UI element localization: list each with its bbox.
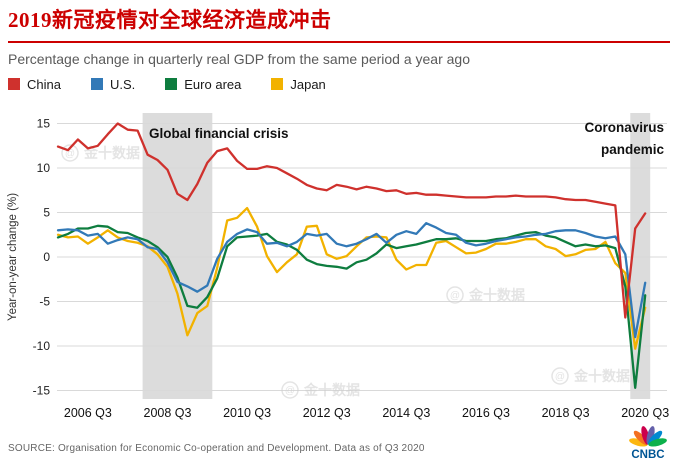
watermark-text: 金十数据	[303, 382, 360, 398]
x-tick-label: 2018 Q3	[542, 406, 590, 420]
page-title: 2019新冠疫情对全球经济造成冲击	[8, 8, 332, 32]
x-tick-label: 2020 Q3	[621, 406, 669, 420]
jin10-watermark: @ 金十数据	[551, 367, 630, 385]
series-line-china	[56, 122, 647, 319]
y-tick-label: 5	[43, 206, 50, 220]
legend-swatch	[8, 78, 20, 90]
x-tick-label: 2008 Q3	[144, 406, 192, 420]
gdp-line-chart: 15 10 5 0 -5 -10 -15 2006 Q3 2008 Q3 2010 Q3 2012 …	[7, 113, 669, 420]
cnbc-logo: CNBC	[624, 418, 672, 460]
y-tick-label: 0	[43, 250, 50, 264]
x-tick-label: 2016 Q3	[462, 406, 510, 420]
y-tick-label: -10	[33, 339, 51, 353]
legend-label: Japan	[290, 76, 326, 92]
legend-item-euro-area: Euro area	[165, 77, 241, 92]
y-tick-label: 15	[37, 117, 51, 131]
cnbc-wordmark: CNBC	[631, 449, 664, 460]
y-tick-label: -5	[39, 295, 50, 309]
jin10-watermark: @ 金十数据	[61, 144, 140, 162]
chart-annotation: Coronavirus	[584, 120, 664, 135]
legend-label: Euro area	[184, 76, 242, 92]
chart-subtitle: Percentage change in quarterly real GDP …	[8, 51, 470, 67]
source-note: SOURCE: Organisation for Economic Co-ope…	[8, 443, 425, 454]
x-tick-label: 2012 Q3	[303, 406, 351, 420]
cnbc-peacock-icon: CNBC	[629, 426, 667, 460]
recession-band	[142, 113, 213, 399]
y-tick-label: 10	[37, 161, 51, 175]
watermark-icon	[551, 367, 569, 385]
x-tick-label: 2014 Q3	[382, 406, 430, 420]
header: 2019新冠疫情对全球经济造成冲击	[8, 6, 670, 43]
legend-label: U.S.	[109, 76, 136, 92]
legend: China U.S. Euro area Japan	[8, 76, 670, 92]
series-line-japan	[56, 206, 647, 350]
watermark-icon	[61, 144, 79, 162]
chart-card: 2019新冠疫情对全球经济造成冲击 Percentage change in q…	[0, 6, 678, 464]
legend-label: China	[27, 76, 61, 92]
watermark-glyph: @	[450, 291, 460, 302]
legend-swatch	[90, 78, 103, 90]
legend-item-u-s: U.S.	[90, 76, 136, 92]
watermark-glyph: @	[65, 149, 75, 160]
legend-swatch	[165, 78, 178, 90]
x-tick-label: 2006 Q3	[64, 406, 112, 420]
footer: SOURCE: Organisation for Economic Co-ope…	[8, 418, 672, 460]
legend-item-china: China	[8, 77, 61, 92]
y-tick-label: -15	[33, 384, 51, 398]
legend-item-japan: Japan	[271, 76, 326, 92]
y-axis-title: Year-on-year change (%)	[7, 193, 19, 321]
watermark-glyph: @	[555, 372, 565, 383]
series-line-u-s	[56, 222, 647, 339]
legend-swatch	[271, 78, 284, 90]
watermark-text: 金十数据	[83, 145, 140, 161]
watermark-icon	[446, 286, 464, 304]
chart-annotation: Global financial crisis	[149, 126, 289, 141]
x-tick-label: 2010 Q3	[223, 406, 271, 420]
watermark-glyph: @	[285, 386, 295, 397]
watermark-text: 金十数据	[573, 368, 630, 384]
watermark-icon	[281, 381, 299, 399]
chart-annotation: pandemic	[601, 142, 665, 157]
series-line-euro-area	[56, 224, 647, 389]
jin10-watermark: @ 金十数据	[446, 286, 525, 304]
watermark-text: 金十数据	[468, 287, 525, 303]
jin10-watermark: @ 金十数据	[281, 381, 360, 399]
recession-band	[630, 113, 651, 399]
